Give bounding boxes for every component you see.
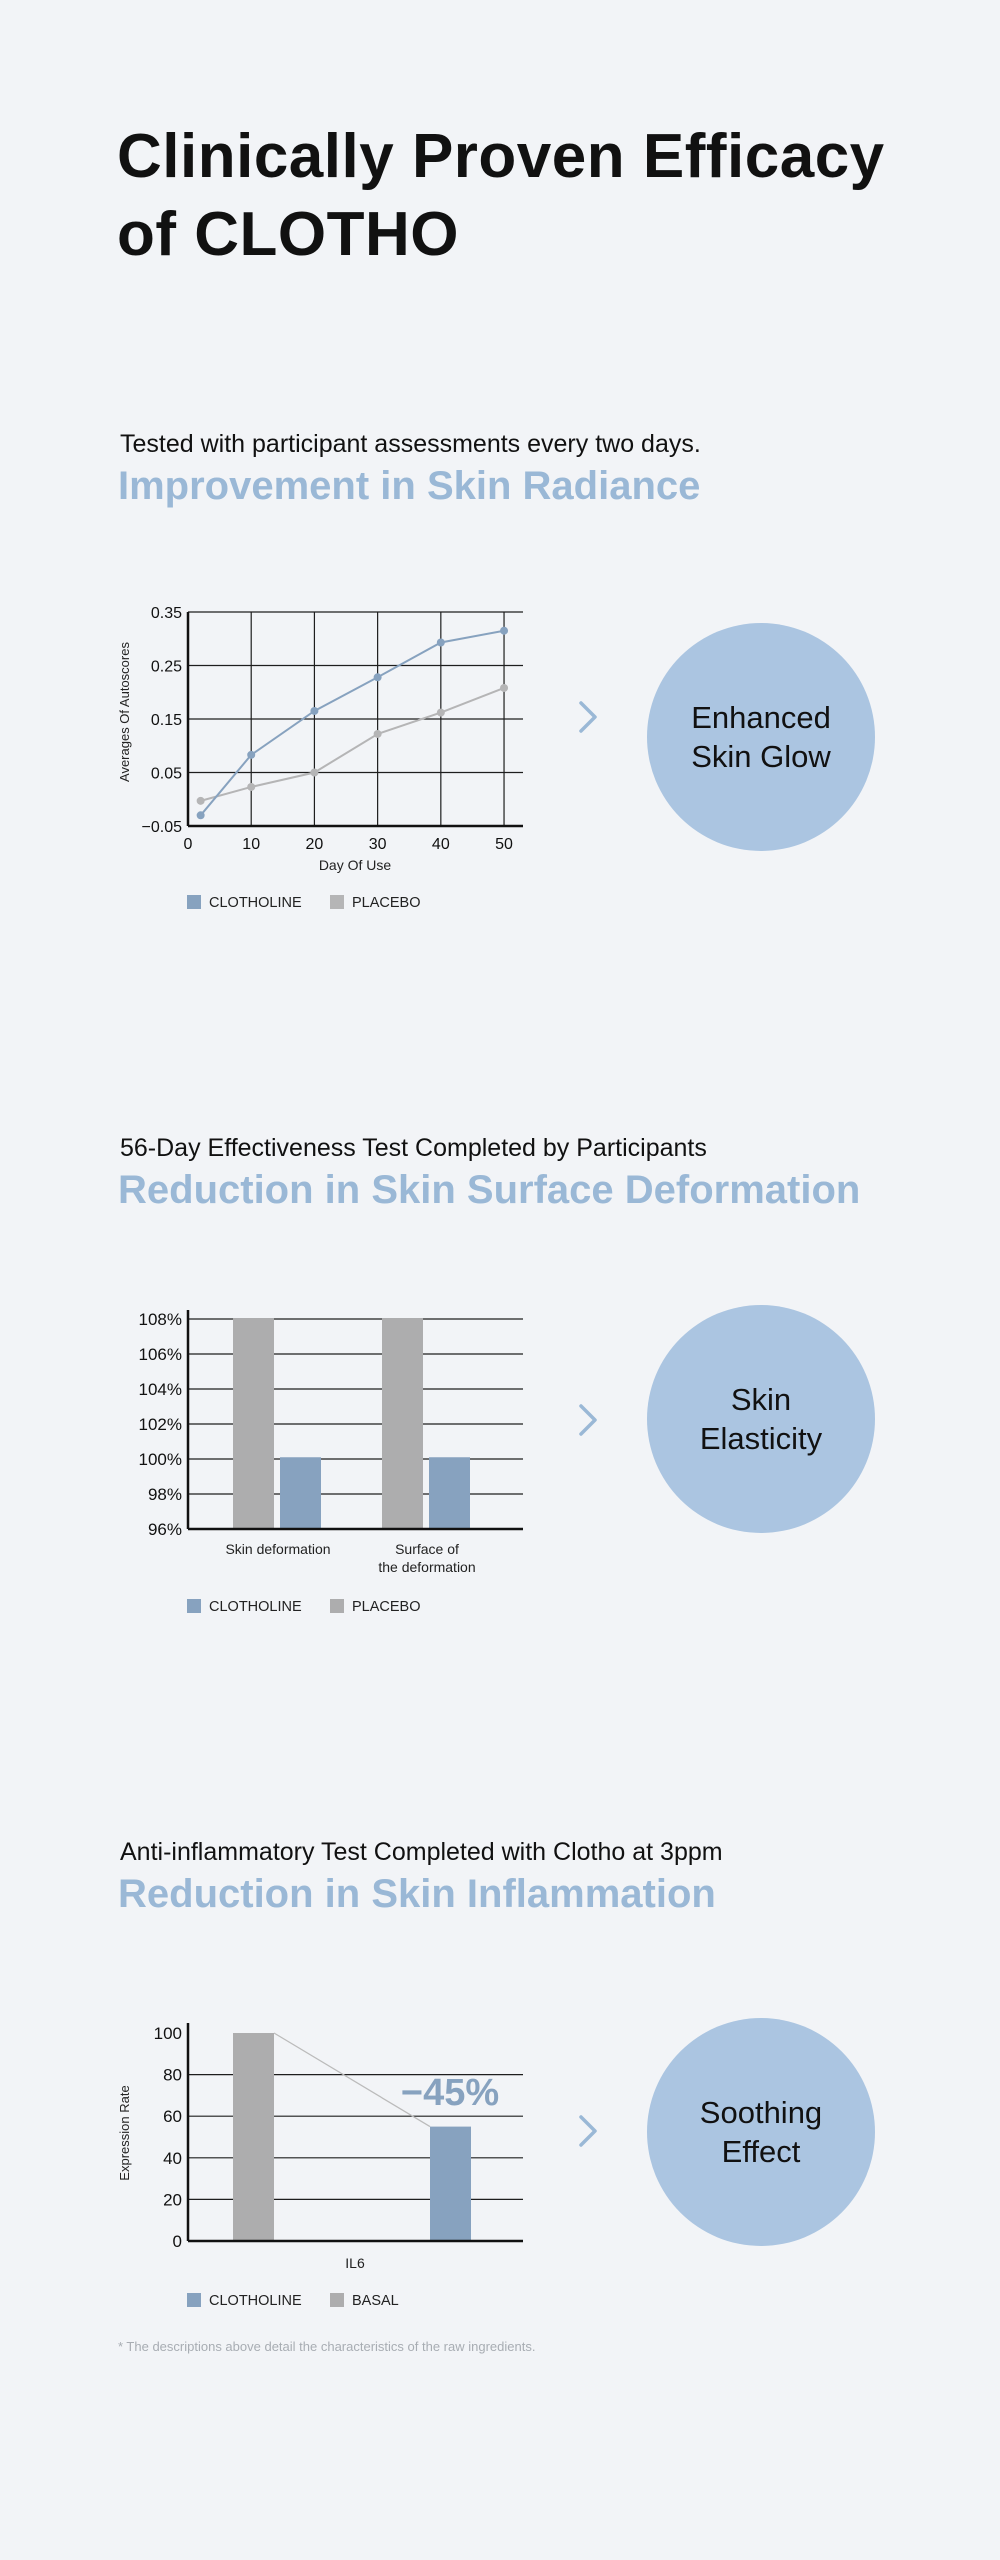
y-tick-label: 0.15 bbox=[151, 712, 182, 729]
legend-swatch bbox=[330, 1599, 344, 1613]
data-point bbox=[247, 782, 256, 791]
x-tick-label: 30 bbox=[369, 836, 387, 853]
radiance-line-chart: 0 10 20 30 40 50 0.35 0.25 0.15 0.05 −0.05 Day Of U… bbox=[117, 605, 523, 911]
chevron-right-icon bbox=[579, 1404, 597, 1436]
x-tick-label: 50 bbox=[495, 836, 513, 853]
page-title-line-1: Clinically Proven Efficacy bbox=[117, 122, 885, 191]
data-point bbox=[436, 638, 445, 647]
section-heading: Improvement in Skin Radiance bbox=[118, 464, 701, 508]
result-badge: Skin Elasticity bbox=[647, 1305, 875, 1533]
legend-label: BASAL bbox=[352, 2293, 399, 2309]
y-tick-label: 60 bbox=[163, 2107, 182, 2126]
section-heading: Reduction in Skin Surface Deformation bbox=[118, 1168, 861, 1212]
badge-line-2: Skin Glow bbox=[691, 739, 831, 774]
y-tick-label: 102% bbox=[139, 1415, 182, 1434]
legend-swatch bbox=[187, 895, 201, 909]
y-tick-label: 0.05 bbox=[151, 766, 182, 783]
data-point bbox=[247, 750, 256, 759]
reduction-annotation: −45% bbox=[401, 2072, 499, 2114]
badge-line-1: Enhanced bbox=[691, 700, 831, 735]
badge-line-2: Effect bbox=[721, 2134, 801, 2169]
category-label: Skin deformation bbox=[225, 1541, 330, 1557]
series-line bbox=[200, 687, 505, 802]
bar bbox=[430, 2126, 471, 2241]
bar bbox=[233, 2033, 274, 2241]
footnote: * The descriptions above detail the char… bbox=[118, 2339, 536, 2354]
legend-label: PLACEBO bbox=[352, 895, 421, 911]
bar bbox=[280, 1457, 321, 1529]
category-label: the deformation bbox=[378, 1559, 475, 1575]
section-subtitle: 56-Day Effectiveness Test Completed by P… bbox=[120, 1134, 707, 1162]
chevron-right-icon bbox=[579, 2115, 597, 2147]
data-point bbox=[500, 683, 509, 692]
y-tick-label: 0 bbox=[173, 2232, 182, 2251]
legend-swatch bbox=[330, 2293, 344, 2307]
y-tick-label: 100% bbox=[139, 1450, 182, 1469]
category-label: Surface of bbox=[395, 1541, 459, 1557]
y-tick-label: 96% bbox=[148, 1520, 182, 1539]
y-tick-label: 40 bbox=[163, 2149, 182, 2168]
y-tick-label: 0.35 bbox=[151, 605, 182, 622]
badge-line-1: Skin bbox=[730, 1382, 792, 1417]
badge-line-2: Elasticity bbox=[699, 1421, 823, 1456]
legend-label: CLOTHOLINE bbox=[209, 2293, 302, 2309]
y-tick-label: 104% bbox=[139, 1380, 182, 1399]
bar bbox=[429, 1457, 470, 1529]
y-axis-label: Expression Rate bbox=[117, 2085, 132, 2180]
x-tick-label: 10 bbox=[242, 836, 260, 853]
section-subtitle: Anti-inflammatory Test Completed with Cl… bbox=[120, 1838, 723, 1866]
data-point bbox=[500, 626, 509, 635]
page-title: Clinically Proven Efficacy of CLOTHO bbox=[117, 118, 885, 274]
x-tick-label: 40 bbox=[432, 836, 450, 853]
legend-swatch bbox=[187, 2293, 201, 2307]
data-point bbox=[196, 796, 205, 805]
data-point bbox=[310, 768, 319, 777]
y-tick-label: 0.25 bbox=[151, 659, 182, 676]
data-point bbox=[373, 673, 382, 682]
y-tick-label: −0.05 bbox=[142, 819, 183, 836]
category-label: IL6 bbox=[345, 2255, 365, 2271]
legend-swatch bbox=[330, 895, 344, 909]
bar bbox=[382, 1318, 423, 1529]
series-line bbox=[199, 629, 505, 816]
x-tick-label: 20 bbox=[306, 836, 324, 853]
y-tick-label: 106% bbox=[139, 1345, 182, 1364]
section-heading: Reduction in Skin Inflammation bbox=[118, 1872, 716, 1916]
page-title-line-2: of CLOTHO bbox=[117, 200, 459, 269]
result-badge: Enhanced Skin Glow bbox=[647, 623, 875, 851]
data-point bbox=[373, 729, 382, 738]
x-tick-label: 0 bbox=[184, 836, 193, 853]
data-point bbox=[310, 706, 319, 715]
chevron-right-icon bbox=[579, 701, 597, 733]
y-axis-label: Averages Of Autoscores bbox=[117, 642, 132, 782]
y-tick-label: 80 bbox=[163, 2066, 182, 2085]
section-subtitle: Tested with participant assessments ever… bbox=[120, 430, 701, 458]
deformation-bar-chart: 108% 106% 104% 102% 100% 98% 96% Skin deformati… bbox=[139, 1310, 523, 1615]
inflammation-bar-chart: 100 80 60 40 20 0 −45% IL6 Expression Rate CLOTHO… bbox=[117, 2023, 523, 2309]
legend-label: CLOTHOLINE bbox=[209, 1599, 302, 1615]
result-badge: Soothing Effect bbox=[647, 2018, 875, 2246]
connector-line bbox=[273, 2032, 431, 2128]
x-axis-label: Day Of Use bbox=[319, 857, 392, 873]
bar bbox=[233, 1318, 274, 1529]
y-tick-label: 108% bbox=[139, 1310, 182, 1329]
legend-swatch bbox=[187, 1599, 201, 1613]
data-point bbox=[436, 708, 445, 717]
y-tick-label: 20 bbox=[163, 2190, 182, 2209]
legend-label: CLOTHOLINE bbox=[209, 895, 302, 911]
data-point bbox=[196, 811, 205, 820]
badge-line-1: Soothing bbox=[699, 2095, 823, 2130]
y-tick-label: 100 bbox=[154, 2024, 182, 2043]
legend-label: PLACEBO bbox=[352, 1599, 421, 1615]
y-tick-label: 98% bbox=[148, 1485, 182, 1504]
